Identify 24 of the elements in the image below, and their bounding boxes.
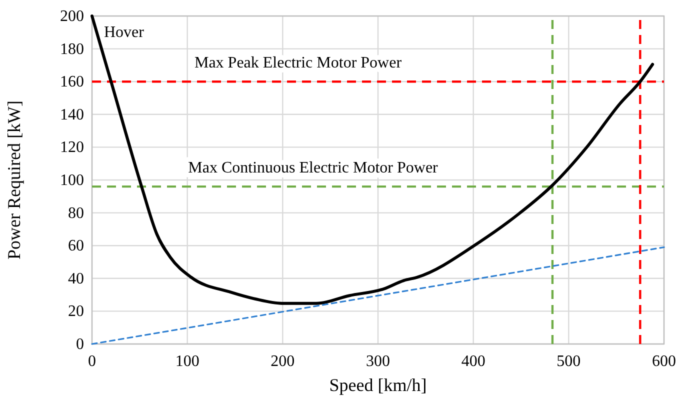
x-tick-label: 300	[366, 353, 390, 370]
y-tick-label: 160	[60, 74, 84, 91]
x-tick-label: 200	[270, 353, 295, 370]
x-tick-label: 0	[88, 353, 96, 370]
y-tick-label: 100	[60, 172, 84, 189]
ref-line-label: Max Continuous Electric Motor Power	[188, 160, 439, 177]
y-tick-label: 40	[68, 270, 84, 288]
y-tick-label: 200	[60, 8, 84, 25]
y-tick-label: 20	[68, 303, 84, 320]
x-tick-label: 100	[175, 353, 200, 370]
line-series	[90, 14, 654, 305]
x-tick-label: 500	[556, 353, 581, 370]
y-tick-label: 120	[60, 139, 84, 156]
x-tick-label: 600	[652, 353, 676, 370]
y-axis-title: Power Required [kW]	[4, 100, 24, 260]
y-tick-label: 60	[68, 238, 84, 255]
x-tick-label: 400	[461, 353, 486, 370]
y-tick-label: 180	[60, 40, 84, 58]
x-axis-title: Speed [km/h]	[329, 375, 427, 395]
y-tick-label: 140	[60, 106, 84, 124]
y-tick-label: 80	[68, 204, 84, 222]
ref-line-label: Max Peak Electric Motor Power	[194, 54, 402, 72]
y-tick-label: 0	[76, 336, 84, 353]
annotation: Hover	[104, 24, 145, 41]
